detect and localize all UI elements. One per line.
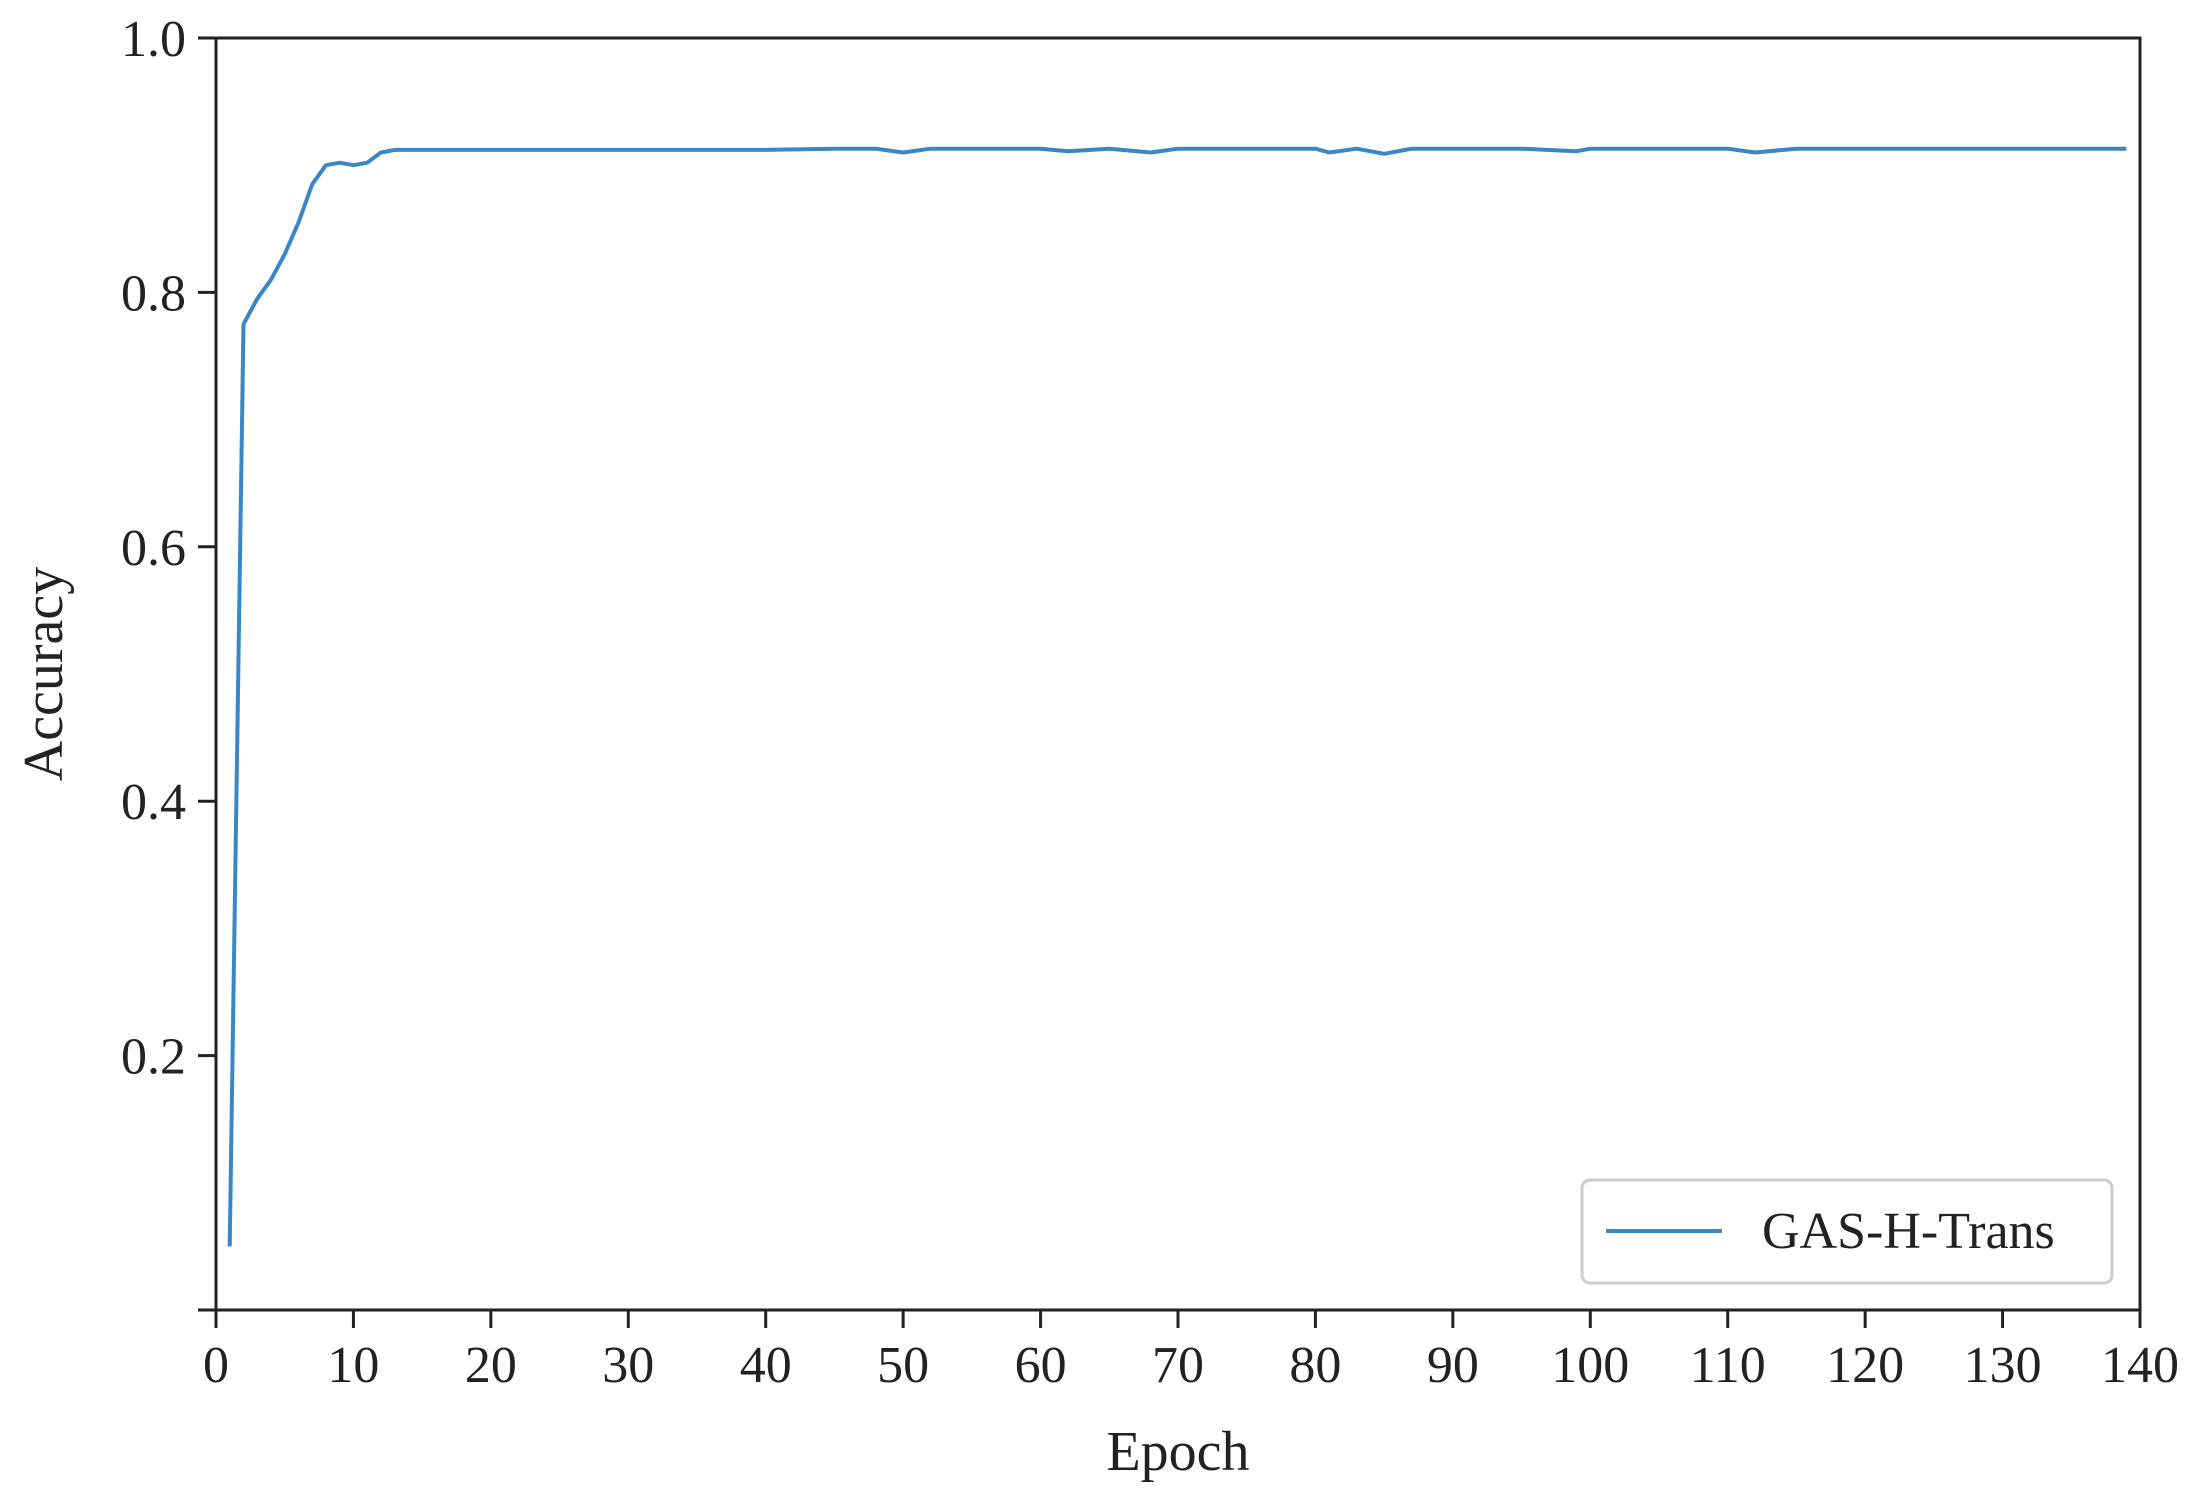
x-tick-label: 10 xyxy=(327,1337,379,1394)
x-tick-label: 0 xyxy=(203,1337,229,1394)
series-line-gas-h-trans xyxy=(227,146,2127,1247)
x-tick-label: 90 xyxy=(1427,1337,1479,1394)
y-tick-label: 1.0 xyxy=(121,11,186,68)
y-axis-ticks: 0.2 0.4 0.6 0.8 1.0 xyxy=(121,11,216,1312)
x-tick-label: 80 xyxy=(1289,1337,1341,1394)
legend-label-gas-h-trans: GAS-H-Trans xyxy=(1762,1203,2055,1260)
plot-frame xyxy=(214,36,2142,1312)
x-tick-label: 110 xyxy=(1690,1337,1766,1394)
x-axis-ticks: 0 10 20 30 40 50 60 70 80 90 100 110 120 130 140 xyxy=(203,1310,2179,1394)
x-tick-label: 60 xyxy=(1015,1337,1067,1394)
x-tick-label: 30 xyxy=(602,1337,654,1394)
x-tick-label: 20 xyxy=(465,1337,517,1394)
y-tick-label: 0.8 xyxy=(121,265,186,322)
y-tick-label: 0.2 xyxy=(121,1029,186,1086)
x-tick-label: 120 xyxy=(1826,1337,1904,1394)
series-lines xyxy=(227,146,2127,1247)
x-tick-label: 50 xyxy=(877,1337,929,1394)
legend-box xyxy=(1580,1178,2114,1285)
x-tick-label: 70 xyxy=(1152,1337,1204,1394)
y-tick-label: 0.4 xyxy=(121,774,186,831)
legend: GAS-H-Trans xyxy=(1580,1178,2114,1285)
x-tick-label: 40 xyxy=(740,1337,792,1394)
x-tick-label: 130 xyxy=(1964,1337,2042,1394)
x-tick-label: 100 xyxy=(1551,1337,1629,1394)
x-tick-label: 140 xyxy=(2101,1337,2179,1394)
y-tick-label: 0.6 xyxy=(121,520,186,577)
y-axis-title: Accuracy xyxy=(13,567,75,782)
x-axis-title: Epoch xyxy=(1106,1421,1249,1483)
